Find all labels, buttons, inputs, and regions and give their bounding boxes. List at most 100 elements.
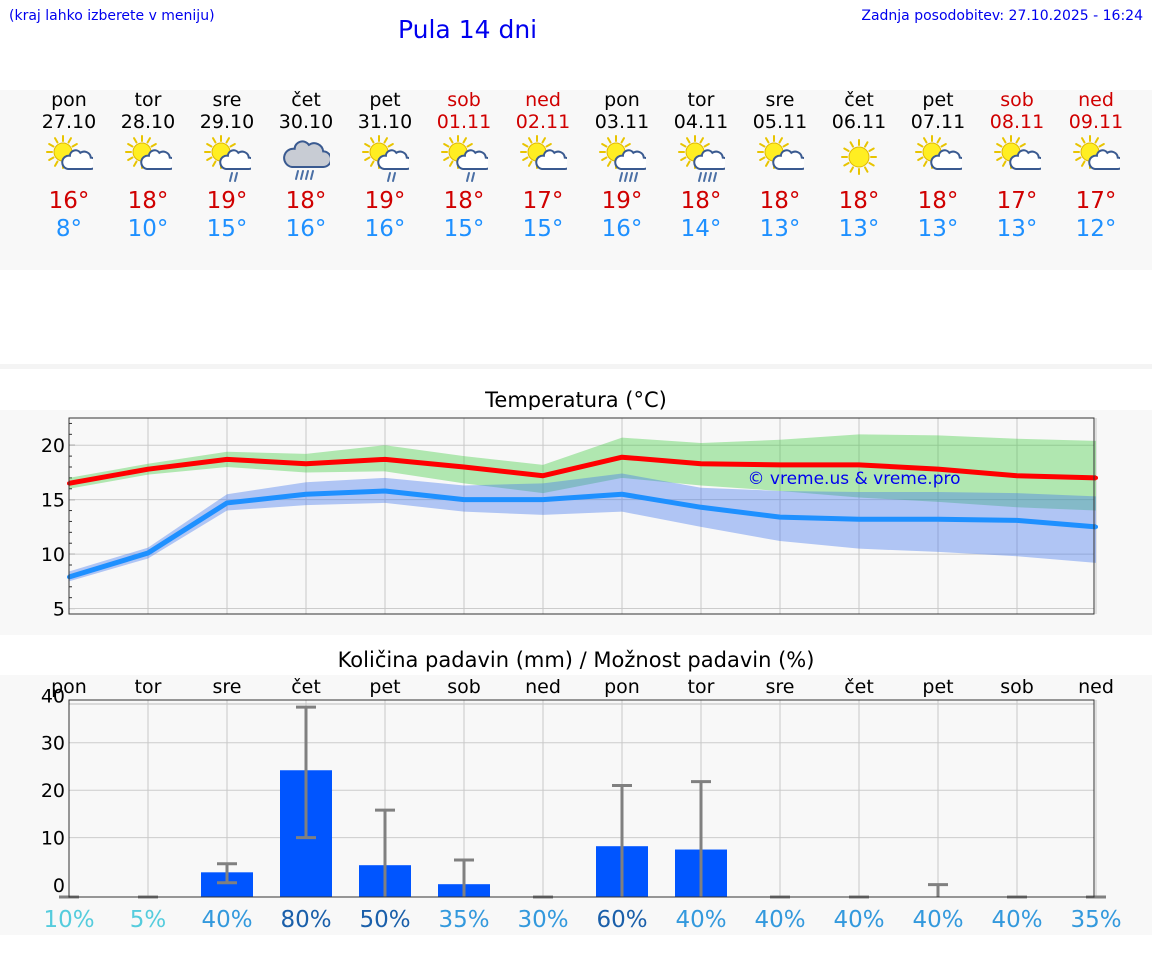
series-max-point: [936, 467, 940, 472]
day-name: tor: [134, 89, 162, 111]
sun-cloud-light-rain-icon: [204, 135, 251, 182]
series-min-range-band: [69, 473, 1096, 582]
last-updated: Zadnja posodobitev: 27.10.2025 - 16:24: [861, 8, 1143, 24]
x-category-label: pon: [51, 676, 87, 698]
temp-min: 14°: [680, 216, 722, 242]
series-min-point: [778, 515, 782, 520]
day-date: 27.10: [41, 111, 97, 133]
precip-probability: 40%: [754, 907, 805, 933]
precip-probability: 40%: [201, 907, 252, 933]
precip-probability: 50%: [359, 907, 410, 933]
x-category-label: sob: [1000, 676, 1034, 698]
series-min-point: [620, 492, 624, 497]
temp-max: 18°: [759, 188, 801, 214]
series-max-point: [146, 467, 150, 472]
y-tick-label: 20: [41, 780, 65, 802]
series-max-point: [225, 457, 229, 462]
series-max-point: [778, 462, 782, 467]
precip-probability: 30%: [517, 907, 568, 933]
temp-min: 13°: [996, 216, 1038, 242]
day-column: sob 08.11 17° 13°: [977, 89, 1057, 243]
temp-max: 19°: [206, 188, 248, 214]
day-date: 08.11: [989, 111, 1045, 133]
day-column: tor 28.10 18° 10°: [108, 89, 188, 243]
x-category-label: sre: [766, 676, 795, 698]
day-name: pon: [604, 89, 640, 111]
temp-min: 12°: [1075, 216, 1117, 242]
series-min-point: [146, 551, 150, 556]
x-category-label: sob: [447, 676, 481, 698]
sun-cloud-icon: [1073, 135, 1120, 170]
series-min-point: [936, 517, 940, 522]
day-name: tor: [687, 89, 715, 111]
x-category-label: sre: [213, 676, 242, 698]
day-name: ned: [525, 89, 561, 111]
series-max-point: [1015, 473, 1019, 478]
sun-cloud-icon: [994, 135, 1041, 170]
precip-probability: 40%: [912, 907, 963, 933]
series-min-point: [699, 505, 703, 510]
y-tick-label: 5: [53, 599, 65, 621]
day-date: 05.11: [752, 111, 808, 133]
divider: [0, 364, 1152, 369]
temp-max: 18°: [838, 188, 880, 214]
y-tick-label: 0: [53, 875, 65, 897]
day-date: 09.11: [1068, 111, 1124, 133]
plot-frame: [68, 417, 1095, 615]
x-category-label: pon: [604, 676, 640, 698]
precip-probability: 10%: [43, 907, 94, 933]
temp-max: 19°: [601, 188, 643, 214]
day-column: tor 04.11 18° 14°: [661, 89, 741, 243]
plot-frame: [68, 699, 1095, 898]
day-column: sre 29.10 19° 15°: [187, 89, 267, 243]
cloud-rain-icon: [283, 140, 330, 180]
sun-cloud-rain-icon: [599, 135, 646, 182]
day-name: pet: [369, 89, 401, 111]
day-column: sre 05.11 18° 13°: [740, 89, 820, 243]
temp-min: 13°: [917, 216, 959, 242]
sun-cloud-icon: [46, 135, 93, 170]
x-category-label: ned: [1078, 676, 1114, 698]
day-name: čet: [844, 89, 874, 111]
location-hint: (kraj lahko izberete v meniju): [9, 8, 215, 24]
sun-cloud-icon: [757, 135, 804, 170]
y-tick-label: 20: [41, 435, 65, 457]
temp-min: 10°: [127, 216, 169, 242]
x-category-label: pet: [369, 676, 400, 698]
y-tick-label: 10: [41, 828, 65, 850]
precip-probability: 40%: [991, 907, 1042, 933]
x-category-label: pet: [922, 676, 953, 698]
y-tick-label: 10: [41, 544, 65, 566]
x-category-label: tor: [135, 676, 162, 698]
precip-probability: 40%: [833, 907, 884, 933]
day-date: 30.10: [278, 111, 334, 133]
y-tick-label: 15: [41, 490, 65, 512]
temp-max: 17°: [1075, 188, 1117, 214]
day-column: čet 06.11 18° 13°: [819, 89, 899, 243]
day-column: ned 02.11 17° 15°: [503, 89, 583, 243]
day-date: 28.10: [120, 111, 176, 133]
plot-area: [69, 418, 1094, 614]
sun-cloud-icon: [915, 135, 962, 170]
day-date: 29.10: [199, 111, 255, 133]
temp-max: 17°: [996, 188, 1038, 214]
y-tick-label: 30: [41, 733, 65, 755]
temp-min: 16°: [364, 216, 406, 242]
temperature-chart-title: Temperatura (°C): [485, 388, 667, 412]
day-column: pon 27.10 16° 8°: [29, 89, 109, 243]
x-category-label: tor: [688, 676, 715, 698]
day-date: 02.11: [515, 111, 571, 133]
temp-max: 16°: [48, 188, 90, 214]
precip-probability: 35%: [438, 907, 489, 933]
series-min-point: [857, 517, 861, 522]
day-name: pon: [51, 89, 87, 111]
series-max-point: [304, 461, 308, 466]
day-name: pet: [922, 89, 954, 111]
sun-icon: [841, 139, 877, 175]
precip-probability: 5%: [130, 907, 167, 933]
temp-max: 17°: [522, 188, 564, 214]
series-min-point: [541, 497, 545, 502]
sun-cloud-rain-icon: [678, 135, 725, 182]
day-column: sob 01.11 18° 15°: [424, 89, 504, 243]
